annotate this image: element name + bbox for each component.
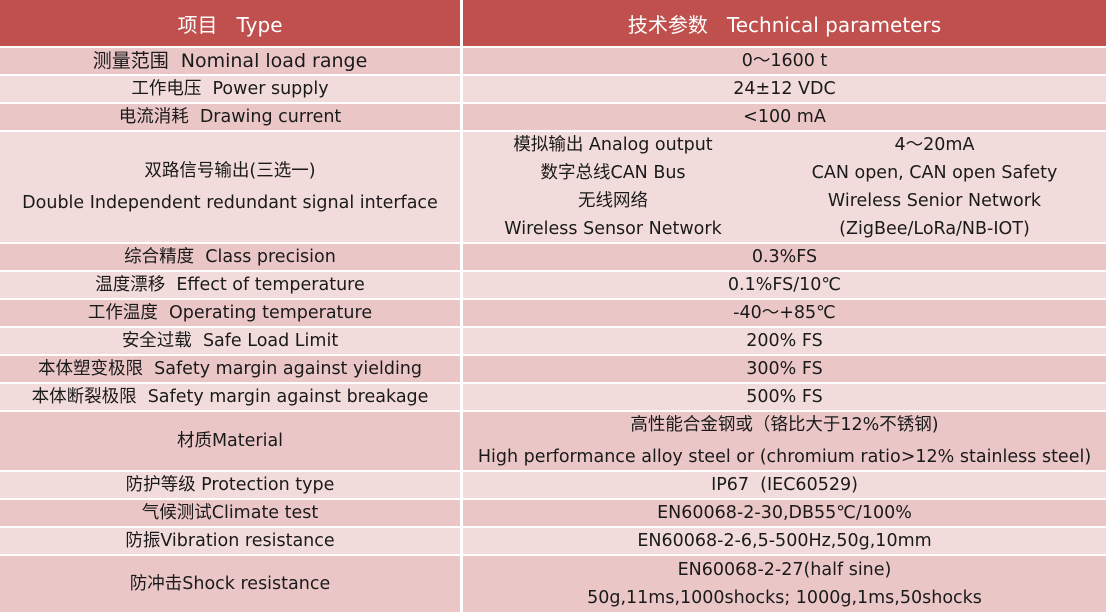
type-label: 工作温度 Operating temperature [87,303,373,323]
type-label: 防振Vibration resistance [125,531,335,551]
table-row: 综合精度 Class precision 0.3%FS [0,244,1106,270]
value-label: 0.3%FS [751,247,818,267]
type-cell: 工作电压 Power supply [0,76,460,102]
signal-right: CAN open, CAN open Safety [811,163,1058,183]
signal-right: Wireless Senior Network [827,191,1042,211]
value-cell: 500% FS [463,384,1106,410]
table-row: 防振Vibration resistance EN60068-2-6,5-500… [0,528,1106,554]
value-label: 500% FS [746,387,823,407]
type-label: 测量范围 Nominal load range [92,50,368,72]
table-row: 温度漂移 Effect of temperature 0.1%FS/10℃ [0,272,1106,298]
type-label: 电流消耗 Drawing current [118,107,342,127]
value-label: EN60068-2-6,5-500Hz,50g,10mm [637,531,932,551]
type-cell: 材质Material [0,412,460,470]
type-cell: 电流消耗 Drawing current [0,104,460,130]
type-label: 防护等级 Protection type [125,475,335,495]
signal-option: Wireless Sensor Network (ZigBee/LoRa/NB-… [463,215,1106,242]
table-row: 测量范围 Nominal load range 0～1600 t [0,48,1106,74]
table-header: 项目 Type 技术参数 Technical parameters [0,0,1106,46]
type-cell: 防振Vibration resistance [0,528,460,554]
type-cell: 气候测试Climate test [0,500,460,526]
table-row: 双路信号输出(三选一) Double Independent redundant… [0,132,1106,242]
type-label: 工作电压 Power supply [131,79,329,99]
type-cell: 安全过载 Safe Load Limit [0,328,460,354]
value-cell: <100 mA [463,104,1106,130]
signal-option: 无线网络 Wireless Senior Network [463,187,1106,215]
table-row: 防冲击Shock resistance EN60068-2-27(half si… [0,556,1106,612]
type-label: 材质Material [176,431,284,451]
value-cell: 0.3%FS [463,244,1106,270]
table-row: 气候测试Climate test EN60068-2-30,DB55℃/100% [0,500,1106,526]
table-row: 防护等级 Protection type IP67 (IEC60529) [0,472,1106,498]
value-cell: 模拟输出 Analog output 4～20mA 数字总线CAN Bus CA… [463,132,1106,242]
type-label: 安全过载 Safe Load Limit [121,331,339,351]
value-label-en: High performance alloy steel or (chromiu… [477,447,1092,467]
table-row: 本体塑变极限 Safety margin against yielding 30… [0,356,1106,382]
table-row: 安全过载 Safe Load Limit 200% FS [0,328,1106,354]
value-label-line1: EN60068-2-27(half sine) [677,560,892,580]
type-cell: 本体塑变极限 Safety margin against yielding [0,356,460,382]
table-row: 工作温度 Operating temperature -40～+85℃ [0,300,1106,326]
type-label-cn: 双路信号输出(三选一) [144,161,316,181]
type-label: 温度漂移 Effect of temperature [95,275,365,295]
signal-left: 无线网络 [578,191,648,211]
value-label: 0.1%FS/10℃ [727,275,842,295]
value-cell: 0.1%FS/10℃ [463,272,1106,298]
value-cell: 200% FS [463,328,1106,354]
signal-option: 数字总线CAN Bus CAN open, CAN open Safety [463,159,1106,187]
value-cell: IP67 (IEC60529) [463,472,1106,498]
value-cell: EN60068-2-6,5-500Hz,50g,10mm [463,528,1106,554]
header-cell-type: 项目 Type [0,0,460,46]
signal-left: 模拟输出 Analog output [513,135,713,155]
table-row: 工作电压 Power supply 24±12 VDC [0,76,1106,102]
value-label-line2: 50g,11ms,1000shocks; 1000g,1ms,50shocks [587,588,982,608]
value-label: EN60068-2-30,DB55℃/100% [657,503,912,523]
type-cell: 防冲击Shock resistance [0,556,460,612]
table-row: 材质Material 高性能合金钢或（铬比大于12%不锈钢) High perf… [0,412,1106,470]
value-label: 0～1600 t [741,51,828,71]
type-label-en: Double Independent redundant signal inte… [22,193,438,213]
type-label: 本体塑变极限 Safety margin against yielding [37,359,423,379]
value-label: 300% FS [746,359,823,379]
value-cell: EN60068-2-27(half sine) 50g,11ms,1000sho… [463,556,1106,612]
table-row: 本体断裂极限 Safety margin against breakage 50… [0,384,1106,410]
value-label: 200% FS [746,331,823,351]
value-label: -40～+85℃ [733,303,836,323]
type-label: 本体断裂极限 Safety margin against breakage [31,387,429,407]
table-row: 电流消耗 Drawing current <100 mA [0,104,1106,130]
signal-right: 4～20mA [894,135,975,155]
value-label: 24±12 VDC [733,79,836,99]
value-label: <100 mA [743,107,826,127]
type-cell: 防护等级 Protection type [0,472,460,498]
type-cell: 综合精度 Class precision [0,244,460,270]
value-cell: -40～+85℃ [463,300,1106,326]
type-cell: 本体断裂极限 Safety margin against breakage [0,384,460,410]
type-cell: 双路信号输出(三选一) Double Independent redundant… [0,132,460,242]
value-cell: 高性能合金钢或（铬比大于12%不锈钢) High performance all… [463,412,1106,470]
header-type-label: 项目 Type [177,12,283,37]
type-cell: 工作温度 Operating temperature [0,300,460,326]
header-params-label: 技术参数 Technical parameters [627,12,942,37]
type-label: 气候测试Climate test [141,503,319,523]
value-cell: 300% FS [463,356,1106,382]
signal-right: (ZigBee/LoRa/NB-IOT) [839,219,1030,239]
signal-option: 模拟输出 Analog output 4～20mA [463,132,1106,159]
type-label: 综合精度 Class precision [124,247,336,267]
header-cell-params: 技术参数 Technical parameters [463,0,1106,46]
type-label: 防冲击Shock resistance [129,574,331,594]
type-cell: 测量范围 Nominal load range [0,48,460,74]
value-label: IP67 (IEC60529) [711,475,858,495]
value-label-cn: 高性能合金钢或（铬比大于12%不锈钢) [630,415,939,435]
value-cell: 0～1600 t [463,48,1106,74]
type-cell: 温度漂移 Effect of temperature [0,272,460,298]
signal-left: 数字总线CAN Bus [540,163,686,183]
value-cell: EN60068-2-30,DB55℃/100% [463,500,1106,526]
signal-left: Wireless Sensor Network [504,219,722,239]
value-cell: 24±12 VDC [463,76,1106,102]
